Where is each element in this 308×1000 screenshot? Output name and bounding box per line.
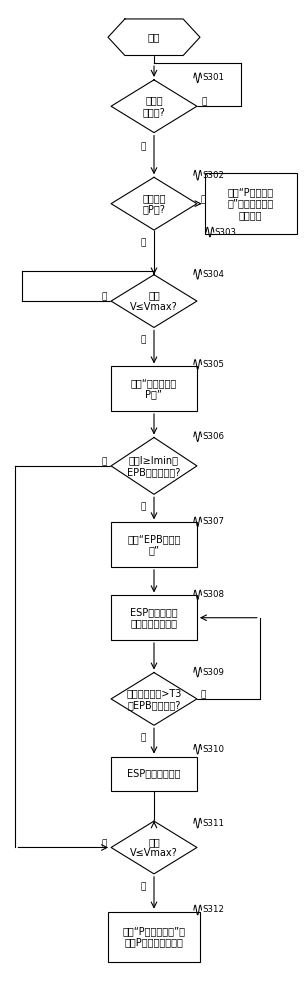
Text: 是: 是 bbox=[141, 336, 146, 345]
Text: 发送“EPB拉起命
令”: 发送“EPB拉起命 令” bbox=[127, 534, 181, 555]
Text: 是: 是 bbox=[141, 502, 146, 511]
Polygon shape bbox=[108, 19, 200, 55]
Polygon shape bbox=[111, 437, 197, 494]
Text: 是: 是 bbox=[141, 238, 146, 247]
Text: S309: S309 bbox=[202, 668, 224, 677]
Text: 开始: 开始 bbox=[148, 32, 160, 42]
Text: 发送“P档解锁命
令”，并发送相应
目标档位: 发送“P档解锁命 令”，并发送相应 目标档位 bbox=[227, 187, 274, 220]
Text: S302: S302 bbox=[202, 171, 224, 180]
Text: 否: 否 bbox=[201, 690, 206, 699]
Polygon shape bbox=[111, 80, 197, 133]
Text: ESP系统进行保
压，保证车辆静止: ESP系统进行保 压，保证车辆静止 bbox=[130, 607, 178, 629]
Text: 坡度I≥Imin且
EPB系统无故障?: 坡度I≥Imin且 EPB系统无故障? bbox=[127, 455, 181, 477]
Polygon shape bbox=[111, 177, 197, 230]
Text: 否: 否 bbox=[201, 98, 207, 107]
Text: 否: 否 bbox=[101, 457, 107, 466]
FancyBboxPatch shape bbox=[111, 595, 197, 640]
Text: 是: 是 bbox=[141, 142, 146, 151]
Text: 是: 是 bbox=[141, 882, 146, 891]
Text: ESP系统停止保压: ESP系统停止保压 bbox=[127, 769, 181, 779]
Text: S306: S306 bbox=[202, 432, 224, 441]
FancyBboxPatch shape bbox=[108, 912, 200, 962]
Text: 车速
V≤Vmax?: 车速 V≤Vmax? bbox=[130, 290, 178, 312]
Text: S312: S312 bbox=[202, 905, 224, 914]
Text: S308: S308 bbox=[202, 590, 224, 599]
Text: 是: 是 bbox=[141, 733, 146, 742]
FancyBboxPatch shape bbox=[111, 522, 197, 567]
FancyBboxPatch shape bbox=[205, 173, 297, 234]
Text: S310: S310 bbox=[202, 745, 224, 754]
Text: 静止保持时间>T3
或EPB完全拉起?: 静止保持时间>T3 或EPB完全拉起? bbox=[126, 688, 182, 710]
FancyBboxPatch shape bbox=[111, 757, 197, 791]
FancyBboxPatch shape bbox=[111, 366, 197, 411]
Polygon shape bbox=[111, 275, 197, 327]
Text: 收到档
位信号?: 收到档 位信号? bbox=[143, 95, 165, 117]
Text: 当前档位
为P档?: 当前档位 为P档? bbox=[142, 193, 166, 214]
Text: 发送“P档锁止命令”，
控制P档处于锁止状态: 发送“P档锁止命令”， 控制P档处于锁止状态 bbox=[123, 926, 185, 948]
Text: S311: S311 bbox=[202, 819, 224, 828]
Text: 车速
V≤Vmax?: 车速 V≤Vmax? bbox=[130, 837, 178, 858]
Text: 否: 否 bbox=[101, 293, 107, 302]
Text: 发送“目标档位为
P档”: 发送“目标档位为 P档” bbox=[131, 378, 177, 400]
Text: 否: 否 bbox=[201, 195, 206, 204]
Text: S301: S301 bbox=[202, 73, 224, 82]
Text: 否: 否 bbox=[101, 839, 107, 848]
Text: S307: S307 bbox=[202, 517, 224, 526]
Polygon shape bbox=[111, 673, 197, 725]
Text: S305: S305 bbox=[202, 360, 224, 369]
Polygon shape bbox=[111, 821, 197, 874]
Text: S303: S303 bbox=[214, 228, 237, 237]
Text: S304: S304 bbox=[202, 270, 224, 279]
